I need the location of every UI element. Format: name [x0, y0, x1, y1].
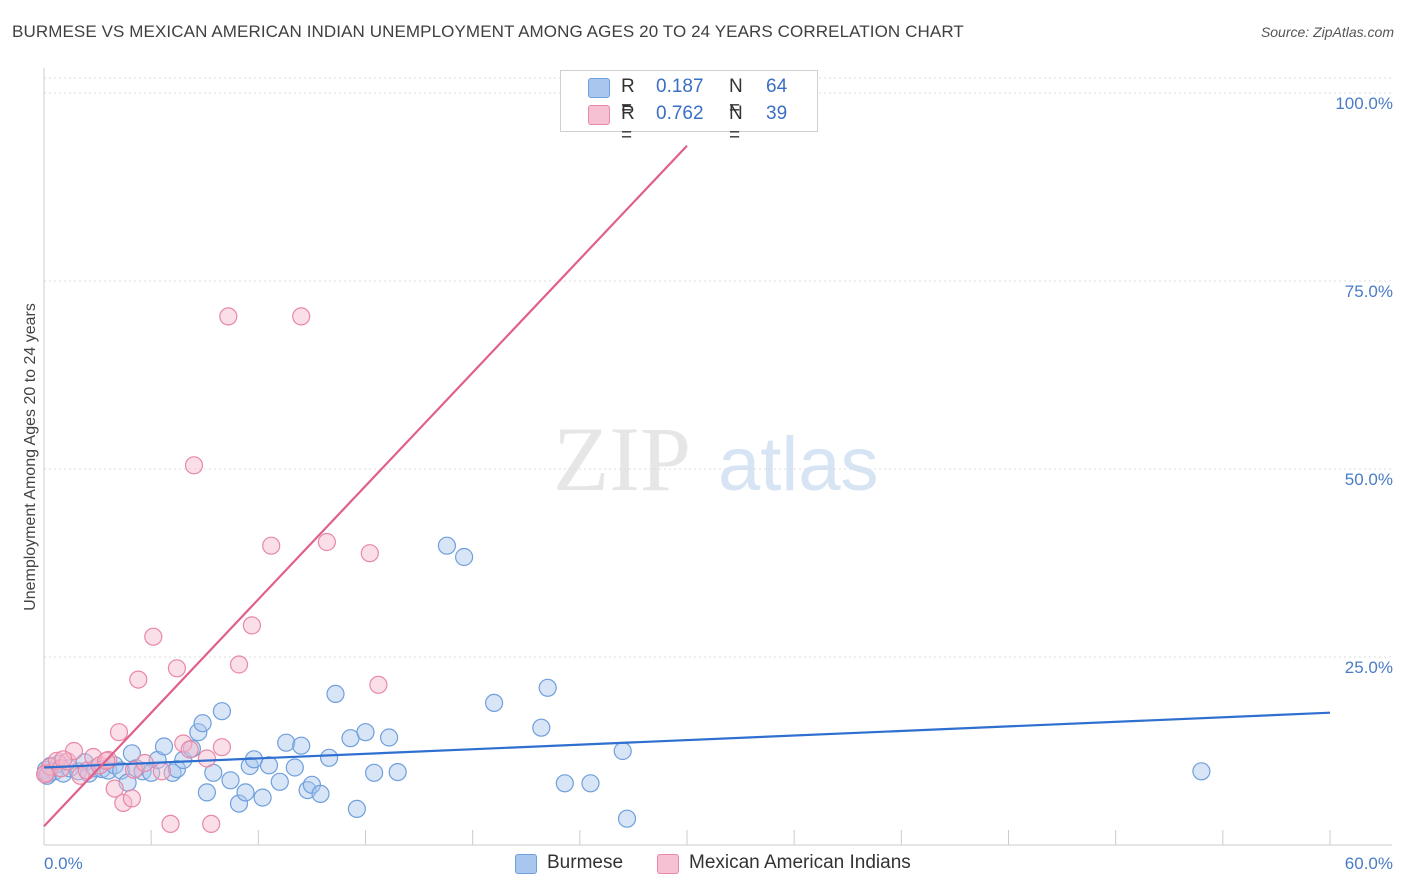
- data-points: [35, 307, 1211, 834]
- mexican-american-indians-swatch: [588, 105, 610, 125]
- burmese-point: [555, 774, 574, 793]
- mexican-american-indians-legend-label: Mexican American Indians: [689, 852, 911, 873]
- burmese-point: [277, 733, 296, 752]
- mexican-american-indians-point: [229, 655, 249, 674]
- mexican-american-indians-point: [212, 738, 231, 757]
- burmese-point: [221, 771, 240, 790]
- burmese-point: [538, 678, 557, 697]
- mexican-american-indians-point: [184, 456, 204, 475]
- burmese-point: [320, 748, 339, 767]
- mexican-american-indians-point: [109, 723, 129, 742]
- watermark-zip: ZIP: [553, 408, 691, 510]
- burmese-point: [388, 762, 407, 782]
- mexican-american-indians-trend-line: [43, 144, 688, 827]
- mexican-american-indians-point: [219, 307, 238, 326]
- n-label: N =: [729, 76, 743, 119]
- mexican-american-indians-point: [180, 740, 199, 759]
- burmese-point: [236, 783, 255, 802]
- burmese-point: [253, 788, 272, 807]
- burmese-point: [613, 741, 632, 761]
- mexican-american-indians-point: [54, 750, 73, 769]
- x-tick-label-min: 0.0%: [44, 854, 83, 873]
- burmese-point: [167, 759, 186, 779]
- mexican-american-indians-point: [152, 762, 171, 781]
- burmese-point: [532, 718, 551, 737]
- chart-title: BURMESE VS MEXICAN AMERICAN INDIAN UNEMP…: [12, 22, 964, 41]
- mexican-american-indians-point: [161, 814, 180, 834]
- x-tick-label-max: 60.0%: [1345, 854, 1393, 873]
- burmese-point: [380, 728, 399, 747]
- burmese-point: [212, 702, 231, 721]
- r-label: R =: [621, 76, 635, 119]
- source-label: Source: ZipAtlas.com: [1260, 24, 1394, 40]
- burmese-point: [270, 772, 289, 791]
- mexican-american-indians-point: [144, 627, 163, 646]
- mexican-american-indians-point: [35, 765, 55, 784]
- burmese-point: [455, 547, 474, 567]
- watermark-atlas: atlas: [718, 422, 879, 507]
- mexican-american-indians-point: [129, 670, 148, 689]
- burmese-point: [1192, 762, 1211, 781]
- y-tick-label: 25.0%: [1345, 658, 1393, 677]
- mexican-american-indians-point: [105, 779, 124, 798]
- mexican-american-indians-point: [242, 616, 261, 635]
- burmese-point: [437, 536, 456, 555]
- burmese-point: [197, 783, 216, 802]
- burmese-point: [356, 723, 375, 742]
- n-value-mexican-american-indians: 39: [766, 103, 788, 124]
- n-value-burmese: 64: [766, 76, 788, 97]
- mexican-american-indians-point: [292, 307, 311, 326]
- burmese-point: [617, 809, 637, 828]
- grid-lines: [44, 77, 1392, 658]
- y-tick-label: 100.0%: [1335, 94, 1393, 113]
- burmese-point: [229, 794, 249, 813]
- burmese-point: [189, 723, 208, 742]
- mexican-american-indians-point: [114, 793, 133, 813]
- trend-lines: [43, 144, 1331, 827]
- y-tick-label: 50.0%: [1345, 470, 1393, 489]
- watermark: ZIP atlas: [553, 408, 879, 510]
- tick-labels: 25.0% 50.0% 75.0% 100.0% 0.0% 60.0%: [44, 94, 1393, 873]
- burmese-point: [485, 693, 504, 713]
- burmese-point: [311, 784, 330, 804]
- mexican-american-indians-point: [197, 749, 216, 768]
- burmese-point: [259, 756, 279, 775]
- y-tick-label: 75.0%: [1345, 282, 1393, 301]
- burmese-trend-line: [43, 711, 1331, 769]
- r-label: R =: [621, 103, 635, 146]
- burmese-point: [347, 799, 366, 819]
- burmese-point: [193, 714, 212, 733]
- burmese-swatch: [588, 78, 610, 98]
- mexican-american-indians-point: [262, 536, 281, 555]
- mexican-american-indians-point: [369, 675, 388, 694]
- mexican-american-indians-point: [122, 789, 141, 808]
- burmese-legend-swatch: [515, 854, 537, 874]
- mexican-american-indians-point: [167, 659, 186, 678]
- burmese-point: [285, 758, 304, 777]
- correlation-legend: R = 0.187 N = 64 R = 0.762 N = 39: [560, 70, 818, 146]
- burmese-point: [154, 737, 174, 756]
- burmese-point: [326, 684, 345, 704]
- burmese-point: [365, 763, 384, 782]
- burmese-point: [581, 774, 600, 793]
- mexican-american-indians-point: [360, 544, 379, 563]
- axes: [43, 68, 1392, 846]
- y-axis-label: Unemployment Among Ages 20 to 24 years: [22, 303, 39, 611]
- mexican-american-indians-legend-swatch: [657, 854, 679, 874]
- r-value-burmese: 0.187: [656, 76, 704, 97]
- burmese-point: [292, 736, 311, 755]
- r-value-mexican-american-indians: 0.762: [656, 103, 704, 124]
- burmese-legend-label: Burmese: [547, 852, 624, 873]
- mexican-american-indians-point: [317, 532, 336, 552]
- n-label: N =: [729, 103, 743, 146]
- mexican-american-indians-point: [124, 760, 144, 779]
- mexican-american-indians-point: [202, 814, 221, 834]
